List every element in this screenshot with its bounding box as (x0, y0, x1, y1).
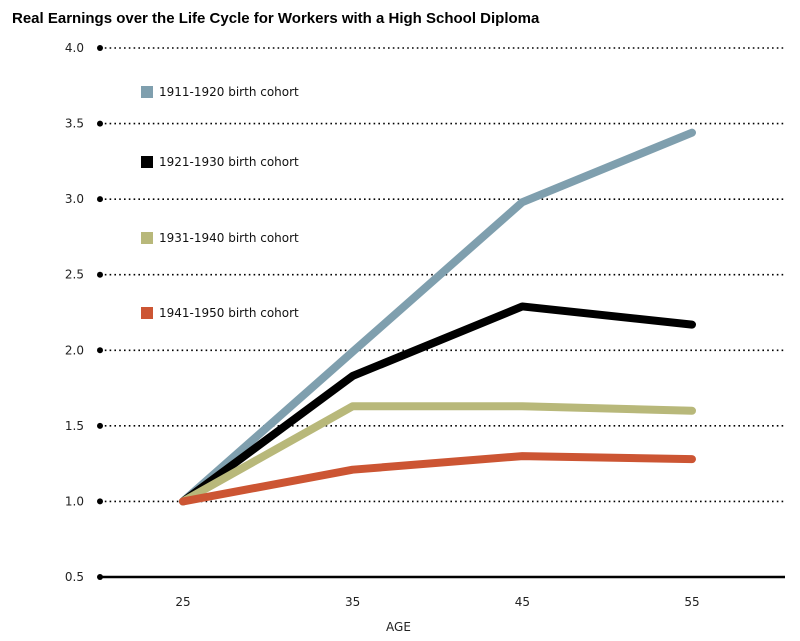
tick-dot (97, 45, 103, 51)
legend: 1911-1920 birth cohort 1921-1930 birth co… (141, 85, 299, 320)
y-tick-label: 0.5 (65, 570, 84, 584)
gridlines (97, 45, 785, 580)
series-line-1 (179, 128, 696, 506)
series-line-3 (179, 402, 696, 506)
y-tick-label: 3.5 (65, 117, 84, 131)
legend-swatch (141, 156, 153, 168)
tick-dot (97, 347, 103, 354)
legend-label: 1921-1930 birth cohort (159, 155, 299, 169)
x-tick-label: 25 (175, 595, 190, 609)
tick-dot (97, 498, 103, 505)
series-line-4 (179, 452, 696, 506)
tick-dot (97, 120, 103, 127)
y-axis-ticks: 0.5 1.0 1.5 2.0 2.5 3.0 3.5 4.0 (65, 41, 84, 584)
y-tick-label: 4.0 (65, 41, 84, 55)
y-tick-label: 3.0 (65, 192, 84, 206)
tick-dot (97, 574, 103, 580)
tick-dot (97, 422, 103, 429)
x-tick-label: 55 (684, 595, 699, 609)
series-lines (179, 128, 696, 506)
tick-dot (97, 271, 103, 278)
legend-label: 1931-1940 birth cohort (159, 231, 299, 245)
legend-label: 1941-1950 birth cohort (159, 306, 299, 320)
chart-title: Real Earnings over the Life Cycle for Wo… (12, 10, 540, 27)
x-tick-label: 45 (515, 595, 530, 609)
x-axis-title: AGE (386, 620, 411, 634)
legend-swatch (141, 307, 153, 319)
series-line-2 (179, 302, 696, 506)
y-tick-label: 1.0 (65, 494, 84, 508)
tick-dot (97, 196, 103, 203)
legend-swatch (141, 232, 153, 244)
y-tick-label: 2.0 (65, 343, 84, 357)
legend-label: 1911-1920 birth cohort (159, 85, 299, 99)
x-tick-label: 35 (345, 595, 360, 609)
x-axis-ticks: 25 35 45 55 (175, 595, 699, 609)
legend-swatch (141, 86, 153, 98)
y-tick-label: 2.5 (65, 268, 84, 282)
y-tick-label: 1.5 (65, 419, 84, 433)
